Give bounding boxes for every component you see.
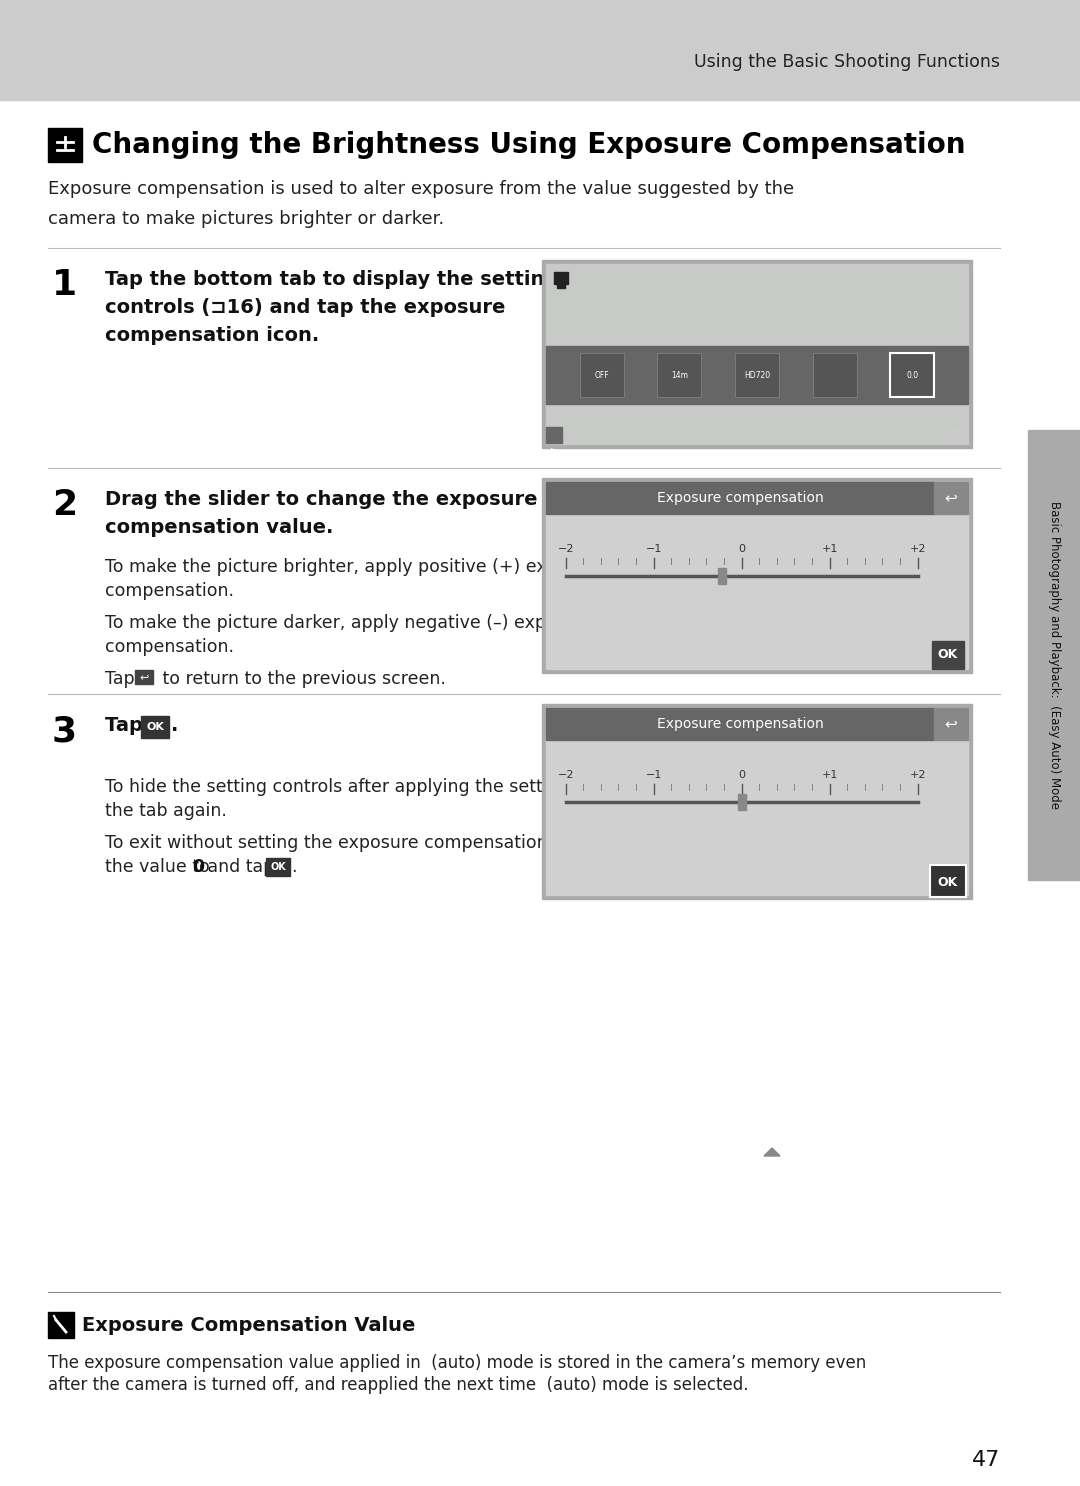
- Text: −2: −2: [557, 544, 575, 554]
- Text: Exposure compensation is used to alter exposure from the value suggested by the: Exposure compensation is used to alter e…: [48, 180, 794, 198]
- Bar: [1028, 429, 1080, 880]
- Text: Drag the slider to change the exposure: Drag the slider to change the exposure: [105, 490, 538, 510]
- Bar: [141, 716, 168, 739]
- Text: −1: −1: [646, 770, 662, 780]
- Bar: [930, 865, 966, 898]
- Text: 0: 0: [192, 857, 204, 877]
- Text: after the camera is turned off, and reapplied the next time  (auto) mode is sele: after the camera is turned off, and reap…: [48, 1376, 748, 1394]
- Text: Changing the Brightness Using Exposure Compensation: Changing the Brightness Using Exposure C…: [92, 131, 966, 159]
- Text: +1: +1: [822, 544, 838, 554]
- Text: Using the Basic Shooting Functions: Using the Basic Shooting Functions: [694, 53, 1000, 71]
- Text: Tap: Tap: [105, 716, 150, 736]
- Text: the value to: the value to: [105, 857, 215, 877]
- Bar: [542, 478, 972, 673]
- Text: +1: +1: [822, 770, 838, 780]
- Text: .: .: [291, 857, 297, 877]
- Text: compensation value.: compensation value.: [105, 519, 334, 536]
- Text: ▶: ▶: [551, 446, 557, 456]
- Text: controls (⊐16) and tap the exposure: controls (⊐16) and tap the exposure: [105, 299, 505, 317]
- Bar: [580, 354, 623, 397]
- Text: −1: −1: [646, 544, 662, 554]
- Text: OK: OK: [146, 722, 164, 733]
- Text: 47: 47: [972, 1450, 1000, 1470]
- Text: OK: OK: [937, 648, 958, 661]
- Text: Tap: Tap: [105, 670, 140, 688]
- Text: +2: +2: [909, 544, 927, 554]
- Text: Tap the bottom tab to display the setting: Tap the bottom tab to display the settin…: [105, 270, 558, 288]
- Bar: [546, 707, 968, 895]
- Bar: [48, 1312, 75, 1337]
- Bar: [542, 260, 972, 447]
- Text: OK: OK: [270, 862, 286, 872]
- Bar: [546, 265, 968, 444]
- Text: 1: 1: [52, 267, 77, 302]
- Text: camera to make pictures brighter or darker.: camera to make pictures brighter or dark…: [48, 210, 444, 227]
- Text: compensation.: compensation.: [105, 583, 234, 600]
- Text: compensation.: compensation.: [105, 637, 234, 655]
- Bar: [554, 272, 568, 284]
- Text: 14m: 14m: [671, 370, 688, 379]
- Bar: [546, 707, 934, 740]
- Text: the tab again.: the tab again.: [105, 802, 227, 820]
- Text: 3: 3: [52, 713, 77, 747]
- Bar: [812, 354, 856, 397]
- Text: ↩: ↩: [139, 672, 149, 682]
- Text: +2: +2: [909, 770, 927, 780]
- Text: Exposure compensation: Exposure compensation: [657, 718, 823, 731]
- Text: OFF: OFF: [594, 370, 609, 379]
- Bar: [932, 640, 964, 669]
- Bar: [934, 481, 968, 514]
- Bar: [718, 568, 726, 584]
- Text: compensation icon.: compensation icon.: [105, 325, 320, 345]
- Text: To hide the setting controls after applying the setting, tap: To hide the setting controls after apply…: [105, 779, 609, 796]
- Bar: [542, 704, 972, 899]
- Bar: [890, 354, 934, 397]
- Text: Exposure compensation: Exposure compensation: [657, 490, 823, 505]
- Bar: [557, 284, 565, 288]
- Bar: [934, 707, 968, 740]
- Text: ⚒: ⚒: [950, 426, 963, 441]
- Text: ↩: ↩: [945, 716, 957, 731]
- Text: to return to the previous screen.: to return to the previous screen.: [157, 670, 446, 688]
- Text: HD720: HD720: [744, 370, 770, 379]
- Bar: [48, 128, 82, 162]
- Bar: [658, 354, 701, 397]
- Polygon shape: [764, 1149, 780, 1156]
- Text: 2: 2: [52, 487, 77, 522]
- Text: 0: 0: [739, 770, 745, 780]
- Bar: [0, 0, 1080, 100]
- Text: −2: −2: [557, 770, 575, 780]
- Bar: [546, 481, 934, 514]
- Text: 0.0: 0.0: [906, 370, 918, 379]
- Bar: [738, 794, 746, 810]
- Bar: [735, 354, 779, 397]
- Bar: [546, 426, 562, 443]
- Text: 0: 0: [739, 544, 745, 554]
- Text: The exposure compensation value applied in  (auto) mode is stored in the camera’: The exposure compensation value applied …: [48, 1354, 866, 1372]
- Text: To make the picture brighter, apply positive (+) exposure: To make the picture brighter, apply posi…: [105, 559, 606, 577]
- Text: and tap: and tap: [202, 857, 280, 877]
- Text: ↩: ↩: [945, 490, 957, 505]
- Text: Basic Photography and Playback:  (Easy Auto) Mode: Basic Photography and Playback: (Easy Au…: [1048, 501, 1061, 808]
- Bar: [546, 346, 968, 404]
- Bar: [266, 857, 291, 877]
- Text: Exposure Compensation Value: Exposure Compensation Value: [82, 1317, 416, 1334]
- Text: To make the picture darker, apply negative (–) exposure: To make the picture darker, apply negati…: [105, 614, 595, 632]
- Bar: [546, 481, 968, 669]
- Bar: [135, 670, 153, 684]
- Text: OK: OK: [937, 875, 958, 889]
- Text: To exit without setting the exposure compensation, set: To exit without setting the exposure com…: [105, 834, 585, 851]
- Text: .: .: [171, 716, 178, 736]
